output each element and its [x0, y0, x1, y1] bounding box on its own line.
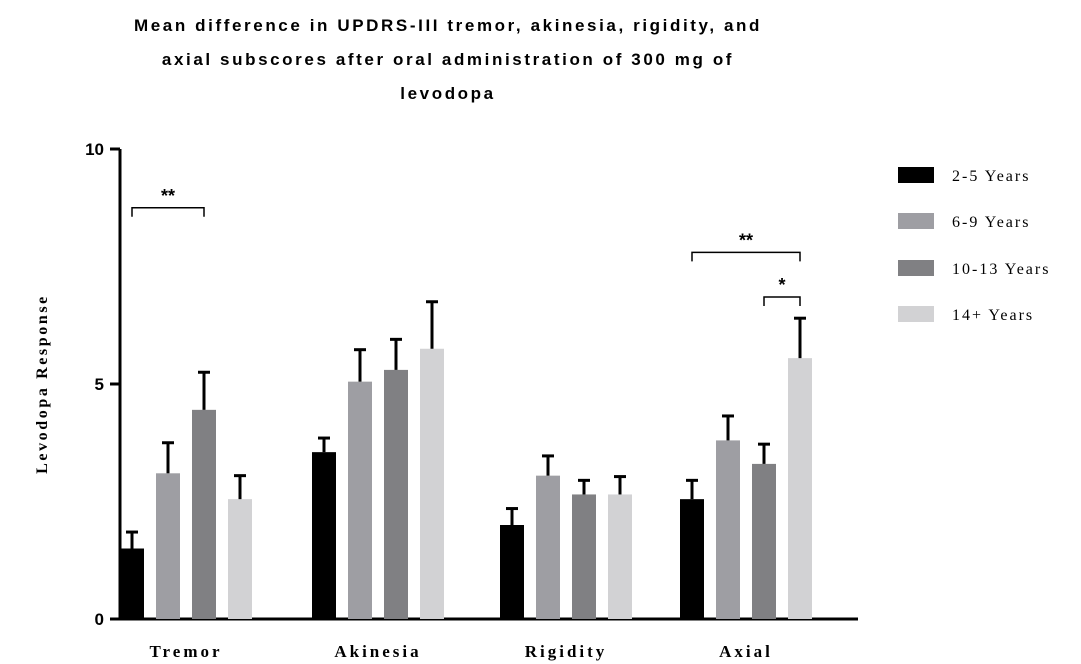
bar-axial-10-13-years	[752, 463, 776, 619]
error-bar-akinesia-14-plus-years	[426, 300, 438, 349]
significance-bracket-axial-3: *	[763, 275, 801, 307]
bar-akinesia-14-plus-years	[420, 348, 444, 619]
error-bar-axial-10-13-years	[758, 442, 770, 464]
bar-akinesia-2-5-years	[312, 452, 336, 619]
category-label-akinesia: Akinesia	[334, 642, 421, 661]
legend-swatch-10-13-years	[898, 260, 934, 276]
legend-label-10-13-years: 10-13 Years	[952, 261, 1050, 278]
legend-swatch-14-plus-years	[898, 306, 934, 322]
error-bar-akinesia-10-13-years	[390, 337, 402, 370]
bars-layer	[120, 348, 812, 619]
significance-bracket-axial-2: **	[691, 230, 801, 262]
bar-axial-6-9-years	[716, 440, 740, 619]
legend-swatch-6-9-years	[898, 213, 934, 229]
bar-rigidity-10-13-years	[572, 494, 596, 619]
bar-axial-14-plus-years	[788, 358, 812, 619]
bar-rigidity-6-9-years	[536, 475, 560, 619]
error-bar-axial-6-9-years	[722, 414, 734, 441]
legend-label-6-9-years: 6-9 Years	[952, 214, 1030, 231]
error-bar-tremor-6-9-years	[162, 441, 174, 474]
legend-label-2-5-years: 2-5 Years	[952, 168, 1030, 185]
bar-axial-2-5-years	[680, 499, 704, 619]
legend-label-14-plus-years: 14+ Years	[952, 307, 1034, 324]
error-bar-rigidity-2-5-years	[506, 507, 518, 525]
bar-rigidity-2-5-years	[500, 525, 524, 619]
significance-label-tremor-1: **	[161, 186, 175, 206]
bar-tremor-14-plus-years	[228, 499, 252, 619]
error-bar-tremor-10-13-years	[198, 370, 210, 410]
chart-title: Mean difference in UPDRS-III tremor, aki…	[134, 16, 762, 103]
error-bar-rigidity-10-13-years	[578, 478, 590, 495]
y-tick-label-0: 0	[95, 610, 104, 629]
error-bar-rigidity-6-9-years	[542, 454, 554, 476]
chart-title-line-3: levodopa	[400, 84, 495, 103]
error-bar-axial-14-plus-years	[794, 316, 806, 359]
bar-tremor-2-5-years	[120, 548, 144, 619]
bar-tremor-6-9-years	[156, 473, 180, 619]
error-bar-tremor-2-5-years	[126, 530, 138, 549]
bar-akinesia-10-13-years	[384, 369, 408, 619]
bar-tremor-10-13-years	[192, 409, 216, 619]
error-bar-tremor-14-plus-years	[234, 474, 246, 500]
error-bar-axial-2-5-years	[686, 478, 698, 500]
y-axis-label: Levodopa Response	[34, 294, 51, 474]
category-label-tremor: Tremor	[149, 642, 222, 661]
legend-swatch-2-5-years	[898, 167, 934, 183]
legend: 2-5 Years 6-9 Years 10-13 Years 14+ Year…	[898, 167, 1050, 324]
significance-label-axial-2: **	[739, 230, 753, 250]
y-tick-label-5: 5	[95, 375, 104, 394]
bar-akinesia-6-9-years	[348, 381, 372, 619]
y-ticks: 10 5 0	[85, 140, 120, 629]
category-label-axial: Axial	[719, 642, 773, 661]
bar-rigidity-14-plus-years	[608, 494, 632, 619]
error-bar-akinesia-2-5-years	[318, 436, 330, 453]
significance-bracket-tremor-1: **	[131, 186, 205, 217]
chart-title-line-1: Mean difference in UPDRS-III tremor, aki…	[134, 16, 762, 35]
significance-layer: *****	[131, 186, 801, 307]
significance-label-axial-3: *	[778, 275, 785, 295]
error-bar-akinesia-6-9-years	[354, 348, 366, 382]
error-bars-layer	[126, 300, 806, 549]
error-bar-rigidity-14-plus-years	[614, 475, 626, 495]
x-category-labels: Tremor Akinesia Rigidity Axial	[149, 642, 773, 661]
y-tick-label-10: 10	[85, 140, 104, 159]
category-label-rigidity: Rigidity	[525, 642, 608, 661]
chart-title-line-2: axial subscores after oral administratio…	[162, 50, 734, 69]
